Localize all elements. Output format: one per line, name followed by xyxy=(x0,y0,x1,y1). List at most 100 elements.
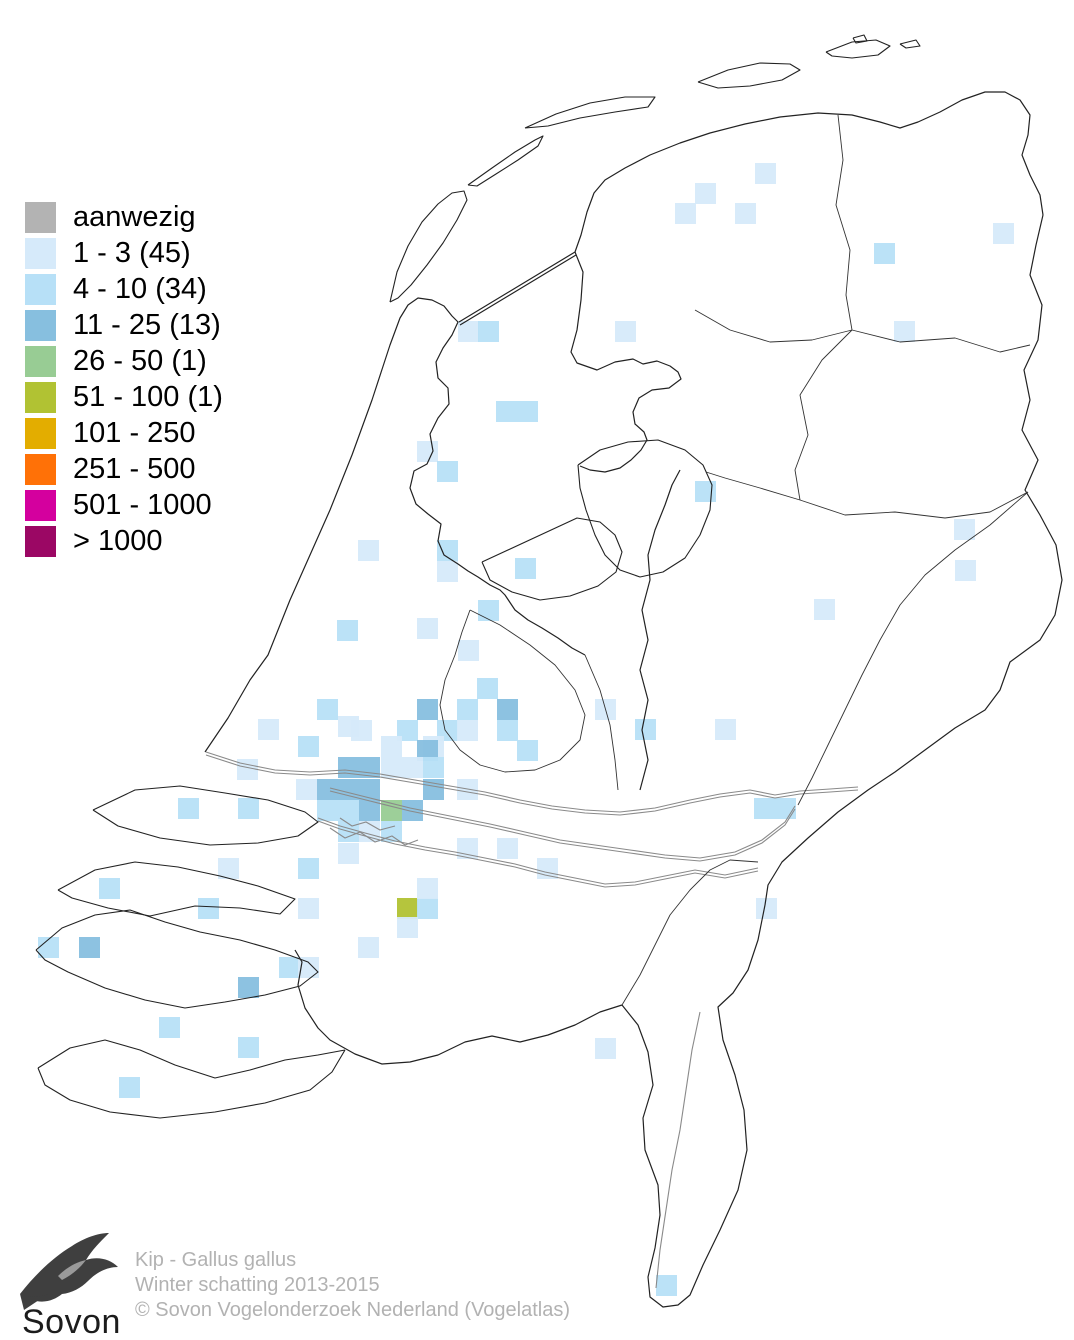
atlas-square xyxy=(517,401,538,422)
atlas-square xyxy=(423,757,444,778)
noordoostpolder-path xyxy=(577,439,713,578)
legend-swatch xyxy=(25,418,56,449)
east-border-path xyxy=(764,214,1063,906)
legend-item: 251 - 500 xyxy=(25,452,223,487)
river-maas xyxy=(317,817,759,885)
atlas-square xyxy=(119,1077,140,1098)
schouwen-tholen-path xyxy=(57,861,296,917)
atlas-square xyxy=(755,163,776,184)
atlas-square xyxy=(338,843,359,864)
atlas-square xyxy=(338,716,359,737)
atlas-square xyxy=(497,699,518,720)
ameland-path xyxy=(697,62,801,89)
schiermonnikoog-path xyxy=(825,39,891,59)
legend-label: 101 - 250 xyxy=(73,417,196,449)
swallow-icon xyxy=(20,1233,118,1310)
sovon-logo: Sovon xyxy=(14,1228,134,1340)
legend-label: > 1000 xyxy=(73,525,163,557)
border-drenthe-west xyxy=(794,329,853,501)
vlieland-path xyxy=(467,135,544,187)
legend-swatch xyxy=(25,490,56,521)
atlas-square xyxy=(198,898,219,919)
atlas-square xyxy=(417,740,438,761)
province-borders xyxy=(439,114,1031,1006)
atlas-square xyxy=(955,560,976,581)
atlas-square xyxy=(298,957,319,978)
terschelling-path xyxy=(524,96,656,129)
legend-swatch xyxy=(25,382,56,413)
atlas-square xyxy=(338,757,359,778)
atlas-square xyxy=(675,203,696,224)
friesland-ijsselmeer-coast xyxy=(570,251,682,473)
border-friesland-groningen xyxy=(835,114,853,331)
atlas-square xyxy=(515,558,536,579)
border-brabant-limburg xyxy=(621,859,759,1006)
atlas-square xyxy=(615,321,636,342)
atlas-square xyxy=(496,401,517,422)
legend-label: 4 - 10 (34) xyxy=(73,273,207,305)
atlas-square xyxy=(237,759,258,780)
atlas-square xyxy=(298,736,319,757)
atlas-square xyxy=(635,719,656,740)
atlas-square xyxy=(296,779,317,800)
atlas-square xyxy=(279,957,300,978)
atlas-square xyxy=(381,757,402,778)
belgian-border-path xyxy=(294,949,623,1065)
atlas-square xyxy=(656,1275,677,1296)
border-twente xyxy=(797,491,1029,806)
coastlines xyxy=(204,91,1063,1308)
border-drenthe-overijssel xyxy=(799,491,1029,519)
atlas-square xyxy=(478,600,499,621)
atlas-square xyxy=(238,977,259,998)
atlas-square xyxy=(402,800,423,821)
legend-label: 51 - 100 (1) xyxy=(73,381,223,413)
legend-item: aanwezig xyxy=(25,200,223,235)
legend-swatch xyxy=(25,346,56,377)
rottum-islets-path xyxy=(852,34,921,49)
legend-item: 51 - 100 (1) xyxy=(25,380,223,415)
legend: aanwezig 1 - 3 (45) 4 - 10 (34) 11 - 25 … xyxy=(25,200,223,560)
legend-item: 26 - 50 (1) xyxy=(25,344,223,379)
atlas-square xyxy=(298,858,319,879)
atlas-square xyxy=(397,898,418,919)
logo-wordmark: Sovon xyxy=(22,1303,121,1340)
atlas-square xyxy=(437,720,458,741)
legend-swatch xyxy=(25,274,56,305)
atlas-square xyxy=(238,1037,259,1058)
limburg-path xyxy=(621,904,766,1308)
atlas-square xyxy=(358,937,379,958)
river-lek xyxy=(205,751,859,813)
legend-item: 1 - 3 (45) xyxy=(25,236,223,271)
atlas-square xyxy=(381,736,402,757)
atlas-square xyxy=(79,937,100,958)
legend-label: 501 - 1000 xyxy=(73,489,212,521)
border-groningen-drenthe xyxy=(851,329,1031,353)
legend-label: 251 - 500 xyxy=(73,453,196,485)
atlas-square xyxy=(397,720,418,741)
atlas-square xyxy=(715,719,736,740)
legend-swatch xyxy=(25,202,56,233)
legend-item: 4 - 10 (34) xyxy=(25,272,223,307)
atlas-square xyxy=(258,719,279,740)
atlas-square xyxy=(437,561,458,582)
legend-swatch xyxy=(25,454,56,485)
atlas-square xyxy=(317,800,338,821)
atlas-square xyxy=(218,858,239,879)
river-lek2 xyxy=(205,754,859,816)
atlas-square xyxy=(756,898,777,919)
atlas-square xyxy=(993,223,1014,244)
atlas-square xyxy=(814,599,835,620)
atlas-square xyxy=(417,618,438,639)
biesbosch-creeks xyxy=(329,817,419,846)
atlas-square xyxy=(178,798,199,819)
atlas-square xyxy=(317,779,338,800)
atlas-square xyxy=(458,640,479,661)
zeeuws-vlaanderen-path xyxy=(37,1039,346,1119)
atlas-square xyxy=(417,898,438,919)
legend-swatch xyxy=(25,238,56,269)
legend-label: 1 - 3 (45) xyxy=(73,237,191,269)
atlas-square xyxy=(754,798,775,819)
atlas-square xyxy=(338,779,359,800)
goeree-voorne-path xyxy=(92,785,319,846)
legend-label: 26 - 50 (1) xyxy=(73,345,207,377)
